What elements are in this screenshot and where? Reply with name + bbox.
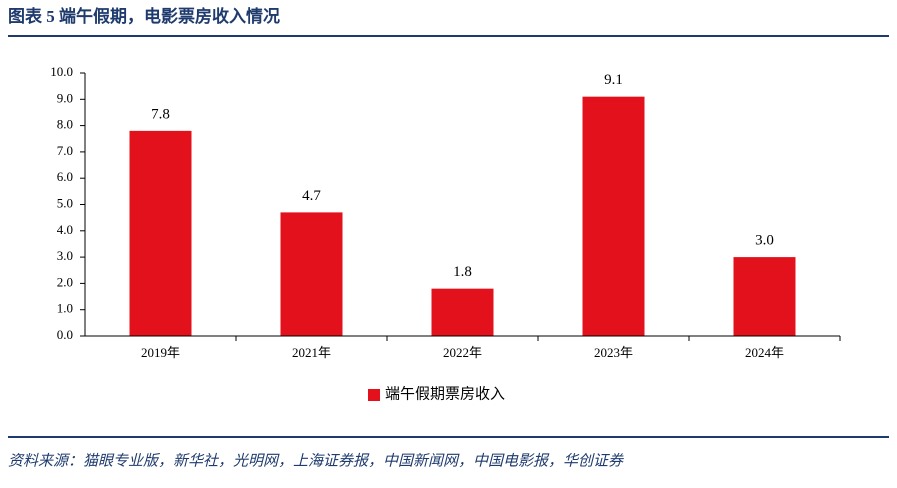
value-label: 3.0 bbox=[755, 233, 774, 249]
y-tick-label: 0.0 bbox=[57, 327, 73, 342]
x-tick-label: 2023年 bbox=[594, 345, 633, 360]
x-tick-label: 2022年 bbox=[443, 345, 482, 360]
value-label: 4.7 bbox=[302, 188, 321, 204]
value-label: 7.8 bbox=[151, 106, 170, 122]
y-tick-label: 2.0 bbox=[57, 274, 73, 289]
x-tick-label: 2019年 bbox=[141, 345, 180, 360]
bar bbox=[582, 96, 645, 336]
bar bbox=[733, 257, 796, 336]
y-tick-label: 9.0 bbox=[57, 90, 73, 105]
y-tick-label: 1.0 bbox=[57, 301, 73, 316]
source-note: 资料来源：猫眼专业版，新华社，光明网，上海证券报，中国新闻网，中国电影报，华创证… bbox=[8, 452, 624, 469]
y-tick-label: 3.0 bbox=[57, 248, 73, 263]
x-tick-label: 2021年 bbox=[292, 345, 331, 360]
value-label: 1.8 bbox=[453, 264, 472, 280]
bar bbox=[129, 130, 192, 336]
y-tick-label: 7.0 bbox=[57, 143, 73, 158]
chart-title: 图表 5 端午假期，电影票房收入情况 bbox=[8, 6, 280, 26]
value-label: 9.1 bbox=[604, 72, 623, 88]
bar bbox=[280, 212, 343, 336]
y-tick-label: 8.0 bbox=[57, 117, 73, 132]
y-tick-label: 4.0 bbox=[57, 222, 73, 237]
legend-swatch bbox=[368, 389, 380, 401]
legend-label: 端午假期票房收入 bbox=[385, 385, 505, 402]
y-tick-label: 10.0 bbox=[50, 64, 73, 79]
y-tick-label: 5.0 bbox=[57, 195, 73, 210]
bar bbox=[431, 288, 494, 336]
x-tick-label: 2024年 bbox=[745, 345, 784, 360]
y-tick-label: 6.0 bbox=[57, 169, 73, 184]
